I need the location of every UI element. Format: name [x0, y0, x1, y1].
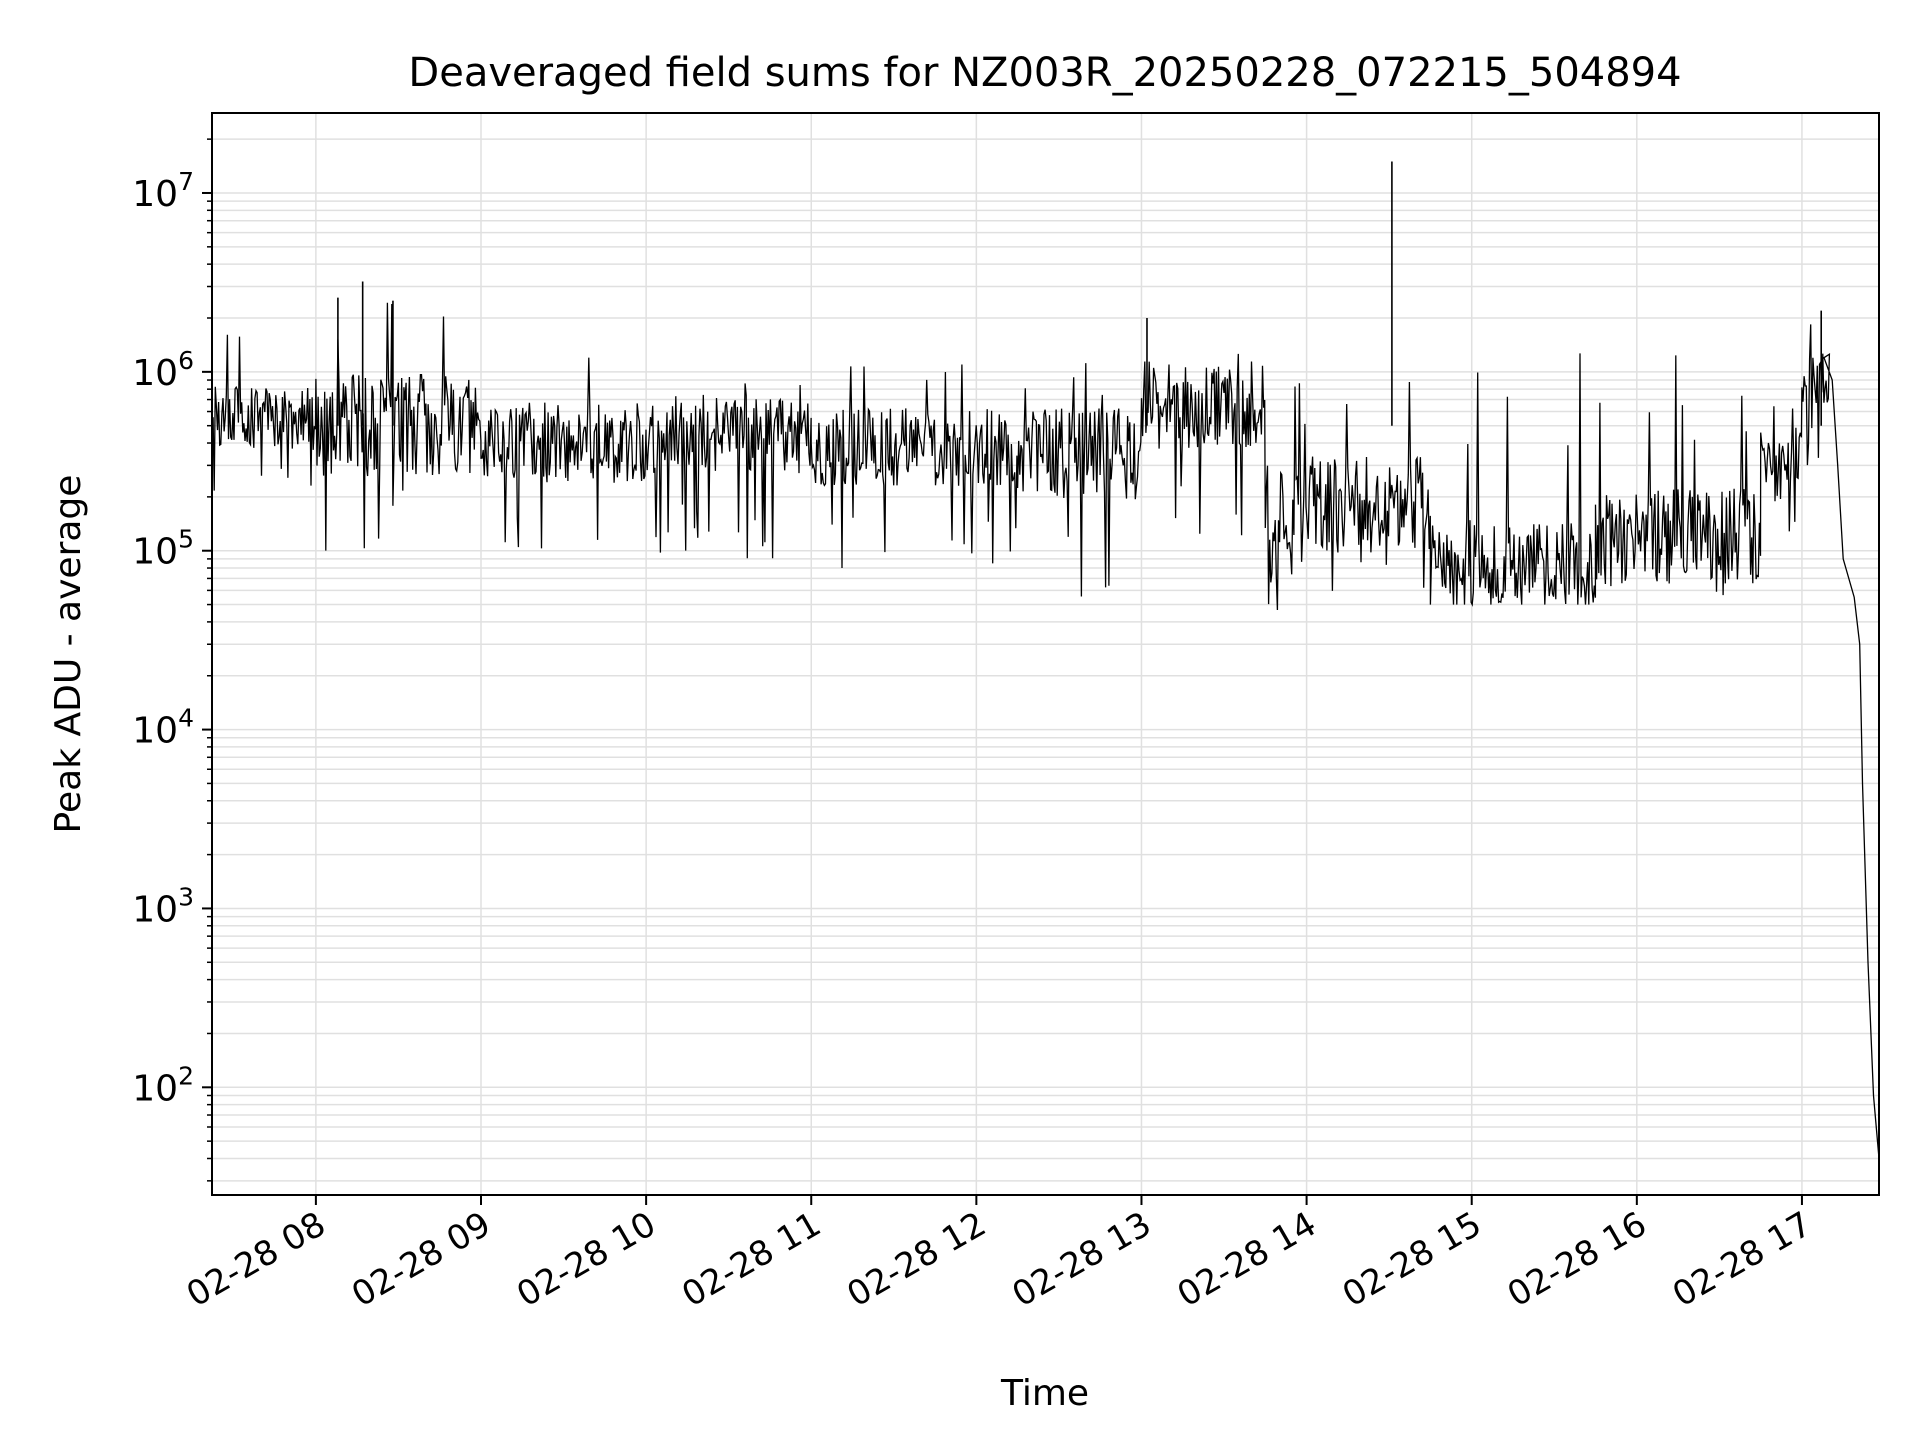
y-axis-label: Peak ADU - average: [48, 475, 89, 834]
y-tick-label: 102: [132, 1061, 194, 1109]
plot-frame: [211, 112, 1880, 1196]
chart-title: Deaveraged field sums for NZ003R_2025022…: [408, 50, 1681, 96]
y-tick-label: 104: [132, 704, 194, 752]
y-tick-label: 103: [132, 882, 194, 930]
y-tick-label: 107: [132, 167, 194, 215]
data-layer: [211, 161, 1880, 1159]
x-axis-label: Time: [1000, 1373, 1089, 1414]
series-line: [211, 302, 1880, 1159]
y-tick-label: 106: [132, 346, 194, 394]
y-tick-label: 105: [132, 525, 194, 573]
